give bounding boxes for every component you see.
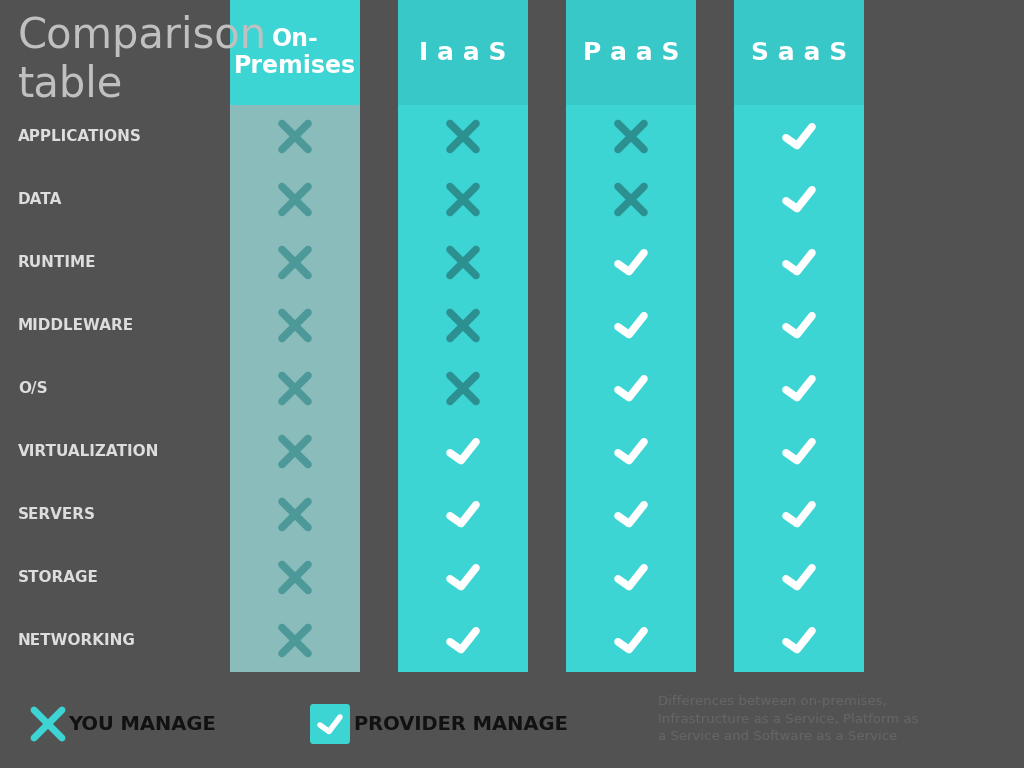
- Text: On-
Premises: On- Premises: [233, 27, 356, 78]
- Text: YOU MANAGE: YOU MANAGE: [68, 714, 216, 733]
- FancyBboxPatch shape: [310, 704, 350, 744]
- Text: PROVIDER MANAGE: PROVIDER MANAGE: [354, 714, 568, 733]
- Bar: [230, 0, 360, 105]
- Bar: [734, 0, 864, 105]
- Text: Differences between on-premises,
Infrastructure as a Service, Platform as
a Serv: Differences between on-premises, Infrast…: [658, 694, 919, 743]
- Text: I a a S: I a a S: [419, 41, 507, 65]
- Bar: [398, 0, 528, 105]
- Text: VIRTUALIZATION: VIRTUALIZATION: [18, 444, 160, 459]
- Bar: [230, 105, 360, 672]
- Text: O/S: O/S: [18, 381, 48, 396]
- Bar: [734, 105, 864, 672]
- Text: SERVERS: SERVERS: [18, 507, 96, 522]
- Text: Comparison
table: Comparison table: [18, 15, 267, 106]
- Bar: [566, 0, 696, 105]
- Text: DATA: DATA: [18, 192, 62, 207]
- Text: S a a S: S a a S: [751, 41, 847, 65]
- Text: STORAGE: STORAGE: [18, 570, 99, 585]
- Text: P a a S: P a a S: [583, 41, 679, 65]
- Text: APPLICATIONS: APPLICATIONS: [18, 129, 142, 144]
- Bar: [398, 105, 528, 672]
- Bar: [566, 105, 696, 672]
- Text: MIDDLEWARE: MIDDLEWARE: [18, 318, 134, 333]
- Text: RUNTIME: RUNTIME: [18, 255, 96, 270]
- Text: NETWORKING: NETWORKING: [18, 633, 136, 648]
